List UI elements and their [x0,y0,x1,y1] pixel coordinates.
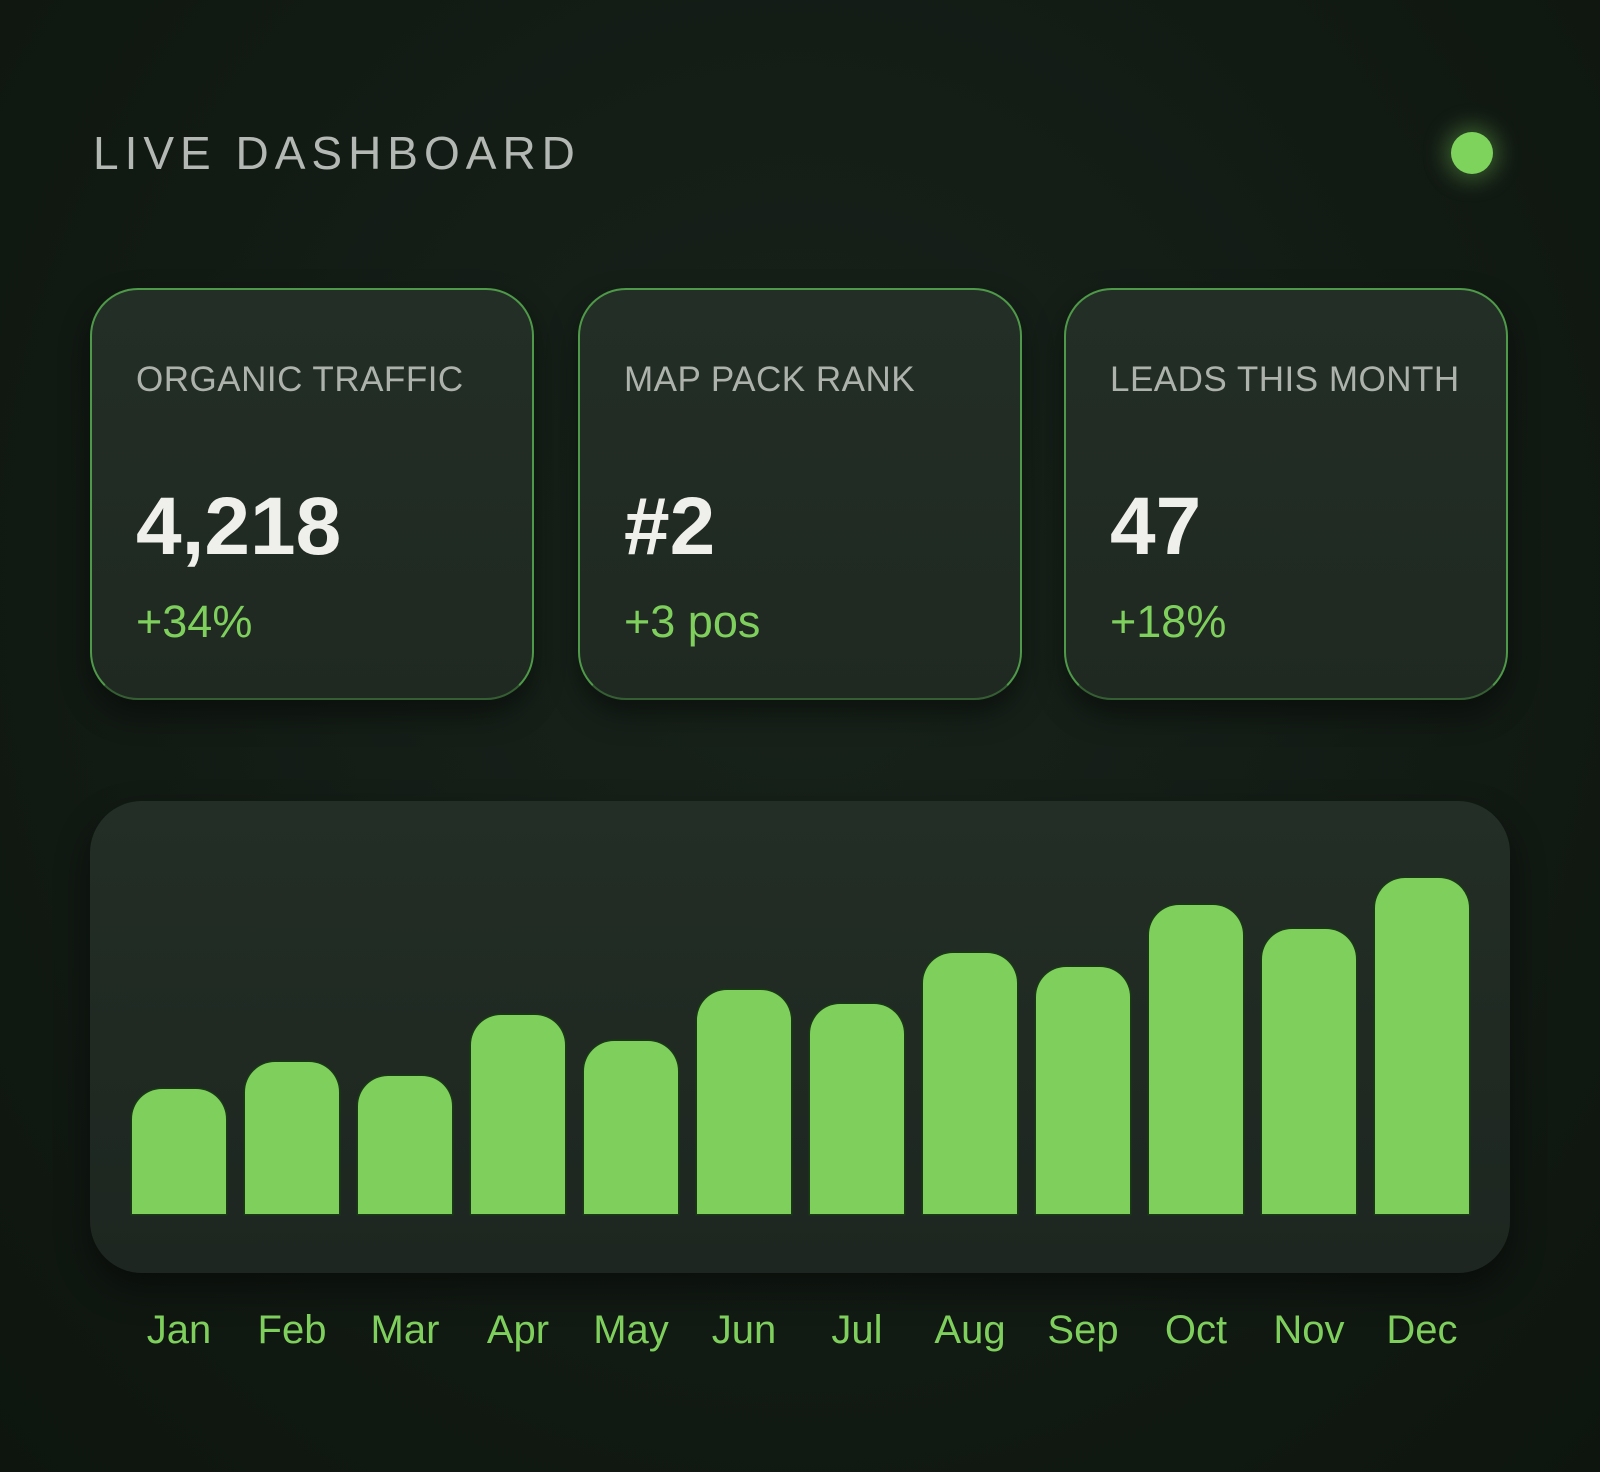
x-tick-label: Sep [1047,1308,1119,1352]
metric-card-organic-traffic: ORGANIC TRAFFIC 4,218 +34% [90,288,534,700]
bar-apr [471,1014,565,1214]
x-tick-label: Mar [370,1308,440,1352]
bar-feb [245,1061,339,1214]
metric-card-map-pack-rank: MAP PACK RANK #2 +3 pos [578,288,1022,700]
metric-value: 47 [1110,481,1202,572]
bar-dec [1375,877,1469,1214]
x-tick-label: Feb [257,1308,327,1352]
metric-label: MAP PACK RANK [624,360,916,399]
x-tick-label: Nov [1273,1308,1345,1352]
page-title: LIVE DASHBOARD [93,127,581,179]
x-tick-label: Apr [486,1308,550,1352]
metric-label: ORGANIC TRAFFIC [136,360,464,399]
metric-value: #2 [624,481,716,572]
bar-jan [132,1088,226,1214]
x-tick-label: Jun [711,1308,777,1352]
bar-jul [810,1004,904,1214]
bar-may [584,1040,678,1214]
metric-change: +34% [136,596,253,647]
bar-aug [923,952,1017,1214]
x-tick-label: Aug [934,1308,1006,1352]
metric-change: +3 pos [624,596,761,647]
bar-oct [1149,904,1243,1214]
live-status-indicator [1451,132,1493,174]
bar-sep [1036,966,1130,1214]
x-tick-label: May [593,1308,669,1352]
x-tick-label: Jan [146,1308,212,1352]
bar-jun [697,989,791,1214]
x-tick-label: Jul [831,1308,883,1352]
metric-card-leads: LEADS THIS MONTH 47 +18% [1064,288,1508,700]
monthly-bar-chart [90,801,1510,1273]
metric-change: +18% [1110,596,1227,647]
x-tick-label: Oct [1164,1308,1228,1352]
metric-label: LEADS THIS MONTH [1110,360,1460,399]
metric-value: 4,218 [136,481,342,572]
bar-mar [358,1076,452,1214]
bar-nov [1262,928,1356,1214]
x-tick-label: Dec [1386,1308,1458,1352]
